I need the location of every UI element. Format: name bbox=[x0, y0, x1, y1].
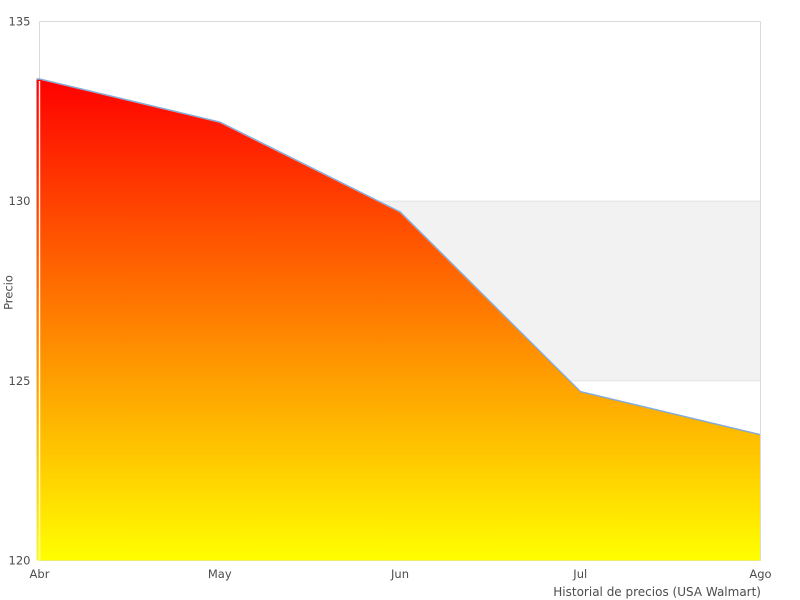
y-tick-label: 120 bbox=[9, 554, 31, 568]
x-tick-label: Jul bbox=[572, 567, 587, 581]
x-tick-label: Ago bbox=[749, 567, 771, 581]
x-tick-label: Jun bbox=[390, 567, 409, 581]
y-tick-label: 130 bbox=[9, 194, 31, 208]
y-axis-title: Precio bbox=[1, 275, 16, 310]
y-tick-label: 135 bbox=[9, 15, 31, 29]
price-line bbox=[36, 78, 761, 436]
price-area-fill bbox=[36, 78, 761, 561]
y-tick-label: 125 bbox=[9, 374, 31, 388]
x-tick-label: Abr bbox=[30, 567, 50, 581]
chart-caption: Historial de precios (USA Walmart) bbox=[553, 585, 761, 599]
x-tick-label: May bbox=[208, 567, 232, 581]
